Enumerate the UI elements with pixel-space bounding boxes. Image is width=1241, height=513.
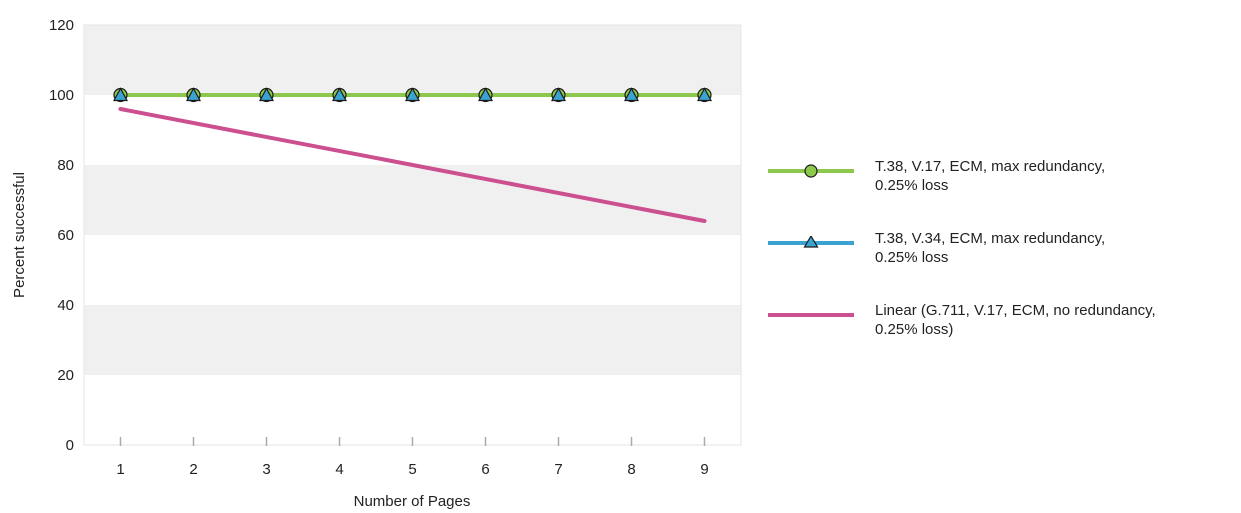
legend-label-t38-v17: T.38, V.17, ECM, max redundancy, 0.25% l…: [875, 157, 1235, 195]
x-tick-label: 9: [700, 461, 708, 478]
grid-band: [84, 375, 741, 445]
y-tick-label: 80: [57, 157, 74, 174]
y-tick-label: 0: [66, 437, 74, 454]
legend-item-t38-v34: T.38, V.34, ECM, max redundancy, 0.25% l…: [760, 230, 1240, 308]
y-tick-label: 20: [57, 367, 74, 384]
data-point-triangle: [623, 87, 640, 102]
x-axis-ticks: 1 2 3 4 5 6 7 8 9: [116, 437, 709, 478]
legend-label-line: 0.25% loss): [875, 321, 954, 338]
grid-band: [84, 305, 741, 375]
legend-label-line: Linear (G.711, V.17, ECM, no redundancy,: [875, 302, 1156, 319]
legend-item-t38-v17: T.38, V.17, ECM, max redundancy, 0.25% l…: [760, 158, 1240, 236]
y-tick-label: 40: [57, 297, 74, 314]
triangle-marker-icon: [803, 236, 819, 248]
y-tick-label: 60: [57, 227, 74, 244]
y-tick-label: 120: [49, 17, 74, 34]
grid-band: [84, 165, 741, 235]
legend-swatch-linear-g711: [768, 313, 854, 317]
data-point-triangle: [112, 87, 129, 102]
y-tick-label: 100: [49, 87, 74, 104]
x-tick-label: 7: [554, 461, 562, 478]
x-tick-label: 3: [262, 461, 270, 478]
data-point-triangle: [258, 87, 275, 102]
series-layer: [112, 87, 713, 223]
data-point-triangle: [550, 87, 567, 102]
legend-label-line: 0.25% loss: [875, 177, 949, 194]
y-axis-ticks: 0 20 40 60 80 100 120: [49, 17, 74, 454]
data-point-triangle: [477, 87, 494, 102]
legend-item-linear-g711: Linear (G.711, V.17, ECM, no redundancy,…: [760, 302, 1240, 380]
x-tick-label: 5: [408, 461, 416, 478]
data-point-triangle: [185, 87, 202, 102]
data-point-triangle: [404, 87, 421, 102]
legend-label-line: T.38, V.17, ECM, max redundancy,: [875, 158, 1106, 175]
legend: T.38, V.17, ECM, max redundancy, 0.25% l…: [760, 158, 1240, 380]
grid-band: [84, 95, 741, 165]
grid-band: [84, 235, 741, 305]
legend-label-t38-v34: T.38, V.34, ECM, max redundancy, 0.25% l…: [875, 229, 1235, 267]
grid-band: [84, 25, 741, 95]
x-tick-label: 4: [335, 461, 343, 478]
y-axis-title: Percent successful: [11, 172, 28, 298]
x-tick-label: 8: [627, 461, 635, 478]
x-axis-title: Number of Pages: [354, 493, 471, 510]
legend-swatch-t38-v34: [768, 236, 854, 248]
grid-bands: [83, 24, 742, 446]
data-point-triangle: [331, 87, 348, 102]
x-tick-label: 2: [189, 461, 197, 478]
circle-marker-icon: [804, 164, 818, 178]
x-tick-label: 1: [116, 461, 124, 478]
legend-swatch-t38-v17: [768, 164, 854, 178]
data-point-triangle: [696, 87, 713, 102]
legend-label-line: 0.25% loss: [875, 249, 949, 266]
legend-label-line: T.38, V.34, ECM, max redundancy,: [875, 230, 1106, 247]
x-tick-label: 6: [481, 461, 489, 478]
series-line-2: [118, 107, 707, 223]
legend-label-linear-g711: Linear (G.711, V.17, ECM, no redundancy,…: [875, 301, 1235, 339]
